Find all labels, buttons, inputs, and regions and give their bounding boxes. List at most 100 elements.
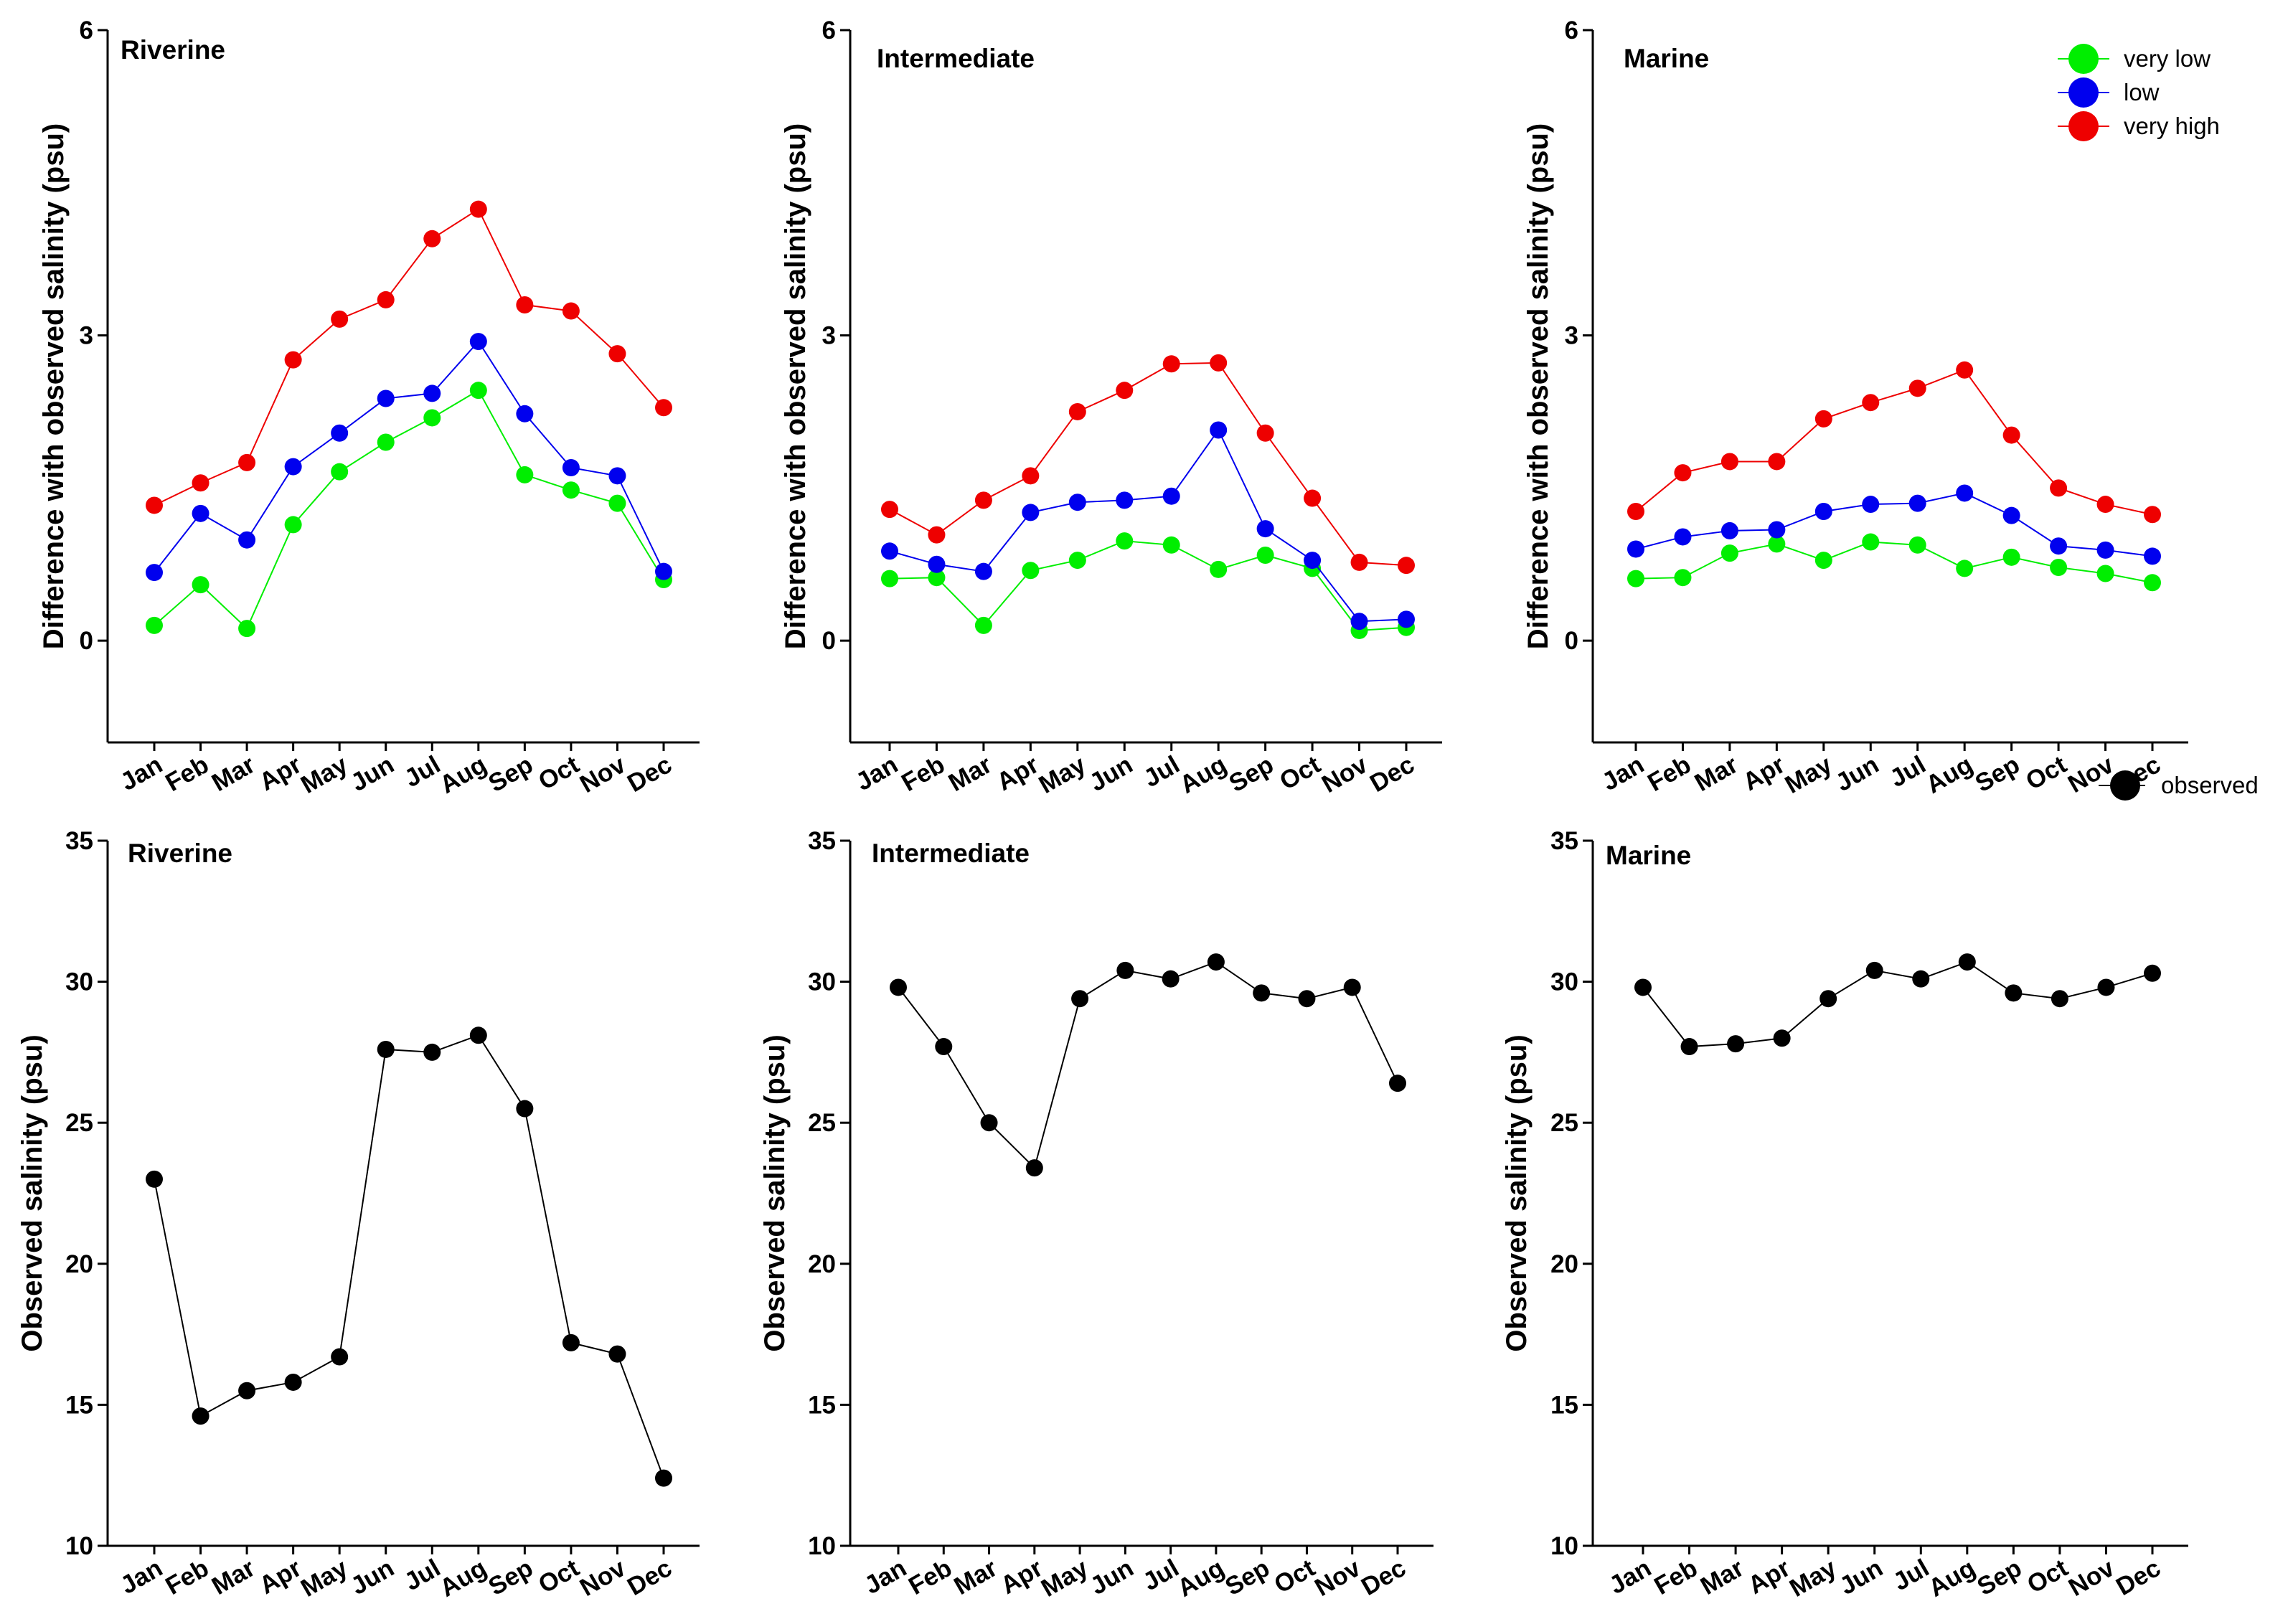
x-tick-label: Jan: [116, 750, 167, 796]
data-point: [974, 616, 992, 634]
data-point: [146, 564, 163, 582]
data-point: [2050, 559, 2068, 577]
y-tick-label: 3: [1565, 322, 1578, 350]
data-point: [1350, 613, 1368, 631]
data-point: [608, 494, 626, 512]
x-tick-label: Dec: [1365, 750, 1419, 798]
data-point: [1865, 961, 1883, 979]
data-point: [655, 1469, 672, 1487]
x-tick-label: Mar: [1696, 1554, 1749, 1600]
data-point: [1912, 970, 1930, 988]
y-tick-label: 15: [1550, 1391, 1578, 1419]
data-point: [146, 616, 163, 634]
data-point: [377, 1040, 395, 1058]
y-tick-label: 0: [1565, 627, 1578, 655]
data-point: [890, 978, 907, 996]
panel-title: Marine: [1606, 841, 1691, 870]
data-point: [146, 496, 163, 514]
data-point: [1116, 961, 1134, 979]
x-tick-label: Aug: [1175, 750, 1231, 799]
x-tick-label: Dec: [623, 1554, 677, 1601]
series-line: [889, 428, 1407, 623]
data-point: [1768, 535, 1786, 553]
data-point: [192, 474, 210, 492]
series-line: [1635, 492, 2153, 557]
legend-label: very high: [2124, 113, 2220, 139]
data-point: [469, 382, 487, 400]
data-point: [1210, 354, 1228, 372]
data-point: [2144, 506, 2161, 524]
y-tick-label: 25: [808, 1109, 836, 1137]
x-tick-label: Nov: [575, 1554, 631, 1602]
data-point: [881, 501, 898, 519]
data-point: [1210, 560, 1228, 578]
series-very-high: [1627, 361, 2161, 524]
x-tick-label: Nov: [1317, 750, 1373, 798]
legend: very low low very high: [2058, 44, 2220, 141]
x-tick-label: Dec: [1357, 1554, 1411, 1601]
y-tick-label: 0: [822, 627, 836, 655]
data-point: [469, 200, 487, 218]
data-point: [1627, 540, 1644, 558]
data-point: [2002, 548, 2020, 566]
data-point: [2005, 984, 2023, 1002]
data-point: [2144, 574, 2161, 592]
x-tick-label: May: [1780, 750, 1837, 799]
data-point: [146, 1170, 163, 1188]
data-point: [2050, 479, 2068, 497]
data-point: [1768, 453, 1786, 471]
data-point: [1162, 970, 1180, 988]
y-axis-title: Difference with observed salinity (psu): [1522, 123, 1554, 650]
x-tick-label: Jan: [851, 750, 903, 796]
series-line: [898, 960, 1398, 1170]
data-point: [1727, 1035, 1745, 1053]
data-point: [1958, 953, 1976, 971]
series-line: [1642, 960, 2153, 1048]
data-point: [2097, 978, 2115, 996]
data-point: [1022, 467, 1040, 485]
data-point: [1720, 544, 1738, 562]
data-point: [1720, 453, 1738, 471]
data-point: [1862, 533, 1880, 551]
panel-title: Intermediate: [872, 839, 1030, 868]
x-tick-label: Feb: [904, 1554, 956, 1600]
x-tick-label: Feb: [1649, 1554, 1702, 1600]
data-point: [1256, 546, 1274, 564]
data-point: [1674, 528, 1692, 546]
data-point: [1768, 521, 1786, 539]
data-point: [1819, 990, 1837, 1008]
data-point: [1627, 570, 1644, 587]
data-point: [192, 576, 210, 594]
series-line: [154, 1034, 664, 1478]
x-tick-label: Aug: [435, 750, 491, 799]
y-tick-label: 25: [65, 1109, 93, 1137]
data-point: [1674, 464, 1692, 482]
data-point: [2096, 565, 2114, 582]
data-point: [2002, 506, 2020, 524]
data-point: [423, 230, 441, 247]
x-tick-label: Nov: [575, 750, 631, 798]
data-point: [1908, 536, 1926, 554]
series-low: [1627, 484, 2161, 565]
series-observed: [890, 953, 1406, 1177]
panel-title: Riverine: [121, 35, 225, 65]
x-tick-label: Feb: [1643, 750, 1695, 797]
x-tick-label: Mar: [207, 750, 260, 797]
data-point: [1304, 552, 1322, 570]
series-very-low: [1627, 533, 2161, 592]
data-point: [1908, 494, 1926, 512]
data-point: [1256, 424, 1274, 442]
y-tick-label: 6: [822, 16, 836, 44]
series-line: [889, 362, 1407, 567]
data-point: [562, 1333, 580, 1351]
series-very-high: [146, 200, 672, 514]
data-point: [238, 531, 256, 549]
series-line: [154, 340, 664, 573]
y-axis-title: Difference with observed salinity (psu): [780, 123, 811, 650]
data-point: [928, 555, 946, 573]
x-tick-label: Jan: [1597, 750, 1649, 796]
y-tick-label: 6: [1565, 16, 1578, 44]
